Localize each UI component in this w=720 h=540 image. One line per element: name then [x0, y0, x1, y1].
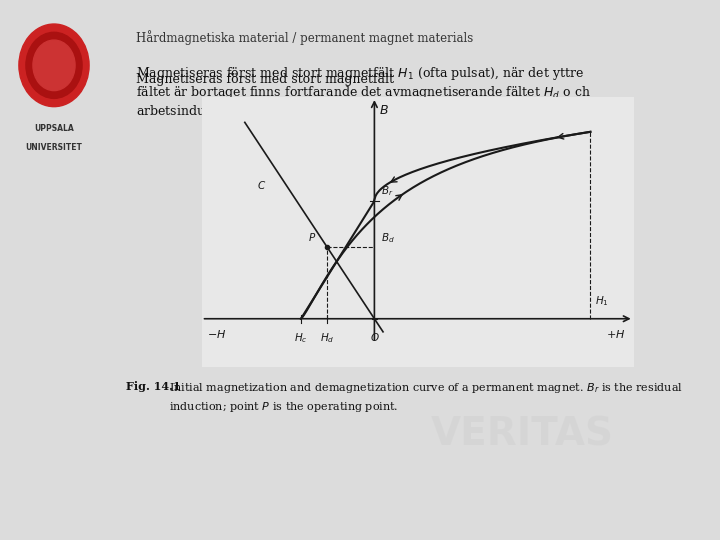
Text: Initial magnetization and demagnetization curve of a permanent magnet. $B_r$ is : Initial magnetization and demagnetizatio… [169, 381, 683, 414]
Text: $C$: $C$ [258, 179, 266, 191]
Text: $B_d$: $B_d$ [382, 232, 395, 245]
Text: fältet är bortaget finns fortfarande det avmagnetiserande fältet $H_d$ o ch: fältet är bortaget finns fortfarande det… [136, 84, 590, 100]
Text: $-H$: $-H$ [207, 328, 226, 340]
Ellipse shape [19, 24, 89, 107]
Text: $H_c$: $H_c$ [294, 331, 308, 345]
Ellipse shape [33, 40, 75, 91]
Text: $B$: $B$ [379, 104, 389, 117]
Text: VERITAS: VERITAS [431, 416, 613, 454]
Text: $H_d$: $H_d$ [320, 331, 334, 345]
Text: UNIVERSITET: UNIVERSITET [26, 143, 82, 152]
Text: $B_r$: $B_r$ [382, 185, 394, 198]
Text: Fig. 14.1: Fig. 14.1 [126, 381, 181, 392]
Text: Hårdmagnetiska material / permanent magnet materials: Hårdmagnetiska material / permanent magn… [136, 30, 473, 45]
Text: Magnetiseras först med stort magnetfält: Magnetiseras först med stort magnetfält [136, 73, 398, 86]
Text: $+H$: $+H$ [606, 328, 626, 340]
Text: arbetsinduktionen (-magnetiseringen) är $B_d$ ($M_d$): arbetsinduktionen (-magnetiseringen) är … [136, 103, 444, 119]
Text: $H_1$: $H_1$ [595, 294, 608, 308]
Ellipse shape [26, 32, 82, 98]
Text: $O$: $O$ [369, 331, 379, 343]
Text: $P$: $P$ [308, 231, 317, 242]
Text: UPPSALA: UPPSALA [34, 124, 74, 133]
Text: Magnetiseras först med stort magnetfält $H_1$ (ofta pulsat), när det yttre: Magnetiseras först med stort magnetfält … [136, 65, 584, 82]
